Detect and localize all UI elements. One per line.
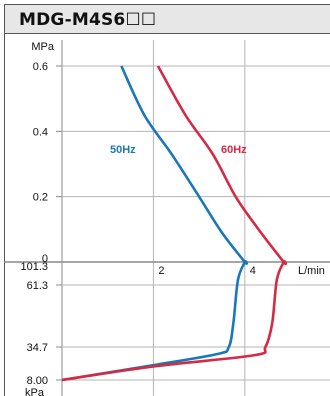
pressure-tick-label: 0.6 <box>33 61 48 73</box>
chart-header: MDG-M4S6☐☐ <box>4 4 330 34</box>
vacuum-tick-label: 101.3 <box>20 261 48 273</box>
pressure-tick-label: 0 <box>42 253 48 265</box>
pressure-tick-label: 0.2 <box>33 192 48 204</box>
x-tick-label: 2 <box>158 265 164 277</box>
vacuum-tick-label: 8.00 <box>27 375 48 387</box>
vacuum-tick-label: 34.7 <box>27 342 48 354</box>
series-line-50hz <box>61 65 249 382</box>
pressure-unit-label: MPa <box>31 41 55 53</box>
series-label: 50Hz <box>110 144 136 156</box>
vacuum-tick-label: 61.3 <box>27 280 48 292</box>
chart-frame <box>4 34 330 396</box>
chart-title: MDG-M4S6☐☐ <box>19 10 157 30</box>
x-tick-label: 4 <box>250 265 256 277</box>
pressure-tick-label: 0.4 <box>33 126 48 138</box>
vacuum-unit-label: kPa <box>25 387 45 396</box>
x-axis-label: L/min <box>298 265 325 277</box>
series-line-60hz <box>61 65 288 382</box>
series-label: 60Hz <box>221 144 247 156</box>
